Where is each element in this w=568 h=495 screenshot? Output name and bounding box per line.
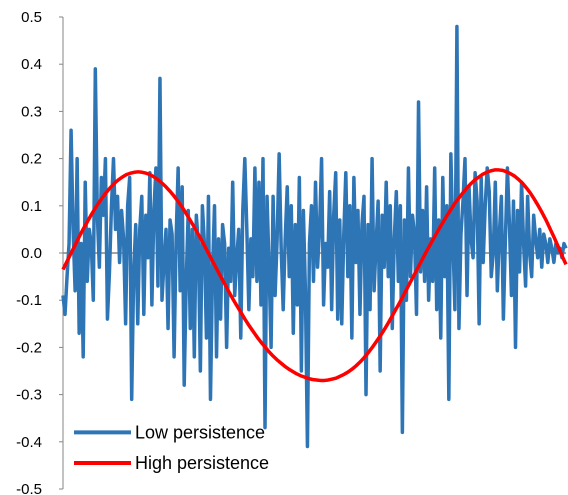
legend-label-high-persistence: High persistence — [135, 453, 269, 473]
series-layer — [61, 24, 568, 449]
y-tick-label: 0.1 — [21, 198, 42, 215]
y-tick-label: -0.2 — [16, 339, 42, 356]
y-tick-label: 0.5 — [21, 9, 42, 26]
legend: Low persistence High persistence — [74, 422, 269, 473]
series-line-high-persistence — [61, 168, 568, 383]
y-tick-label: 0.4 — [21, 56, 42, 73]
y-tick-label: -0.3 — [16, 387, 42, 404]
y-tick-label: -0.1 — [16, 292, 42, 309]
y-tick-label: 0.0 — [21, 245, 42, 262]
y-tick-label: -0.4 — [16, 434, 42, 451]
series-line-low-persistence — [61, 24, 568, 449]
y-tick-label: 0.3 — [21, 103, 42, 120]
y-tick-label: -0.5 — [16, 481, 42, 495]
y-axis-tick-labels: 0.5 0.4 0.3 0.2 0.1 0.0 -0.1 -0.2 -0.3 -0.4 -0.5 — [16, 9, 63, 495]
y-tick-label: 0.2 — [21, 151, 42, 168]
legend-label-low-persistence: Low persistence — [135, 422, 265, 442]
